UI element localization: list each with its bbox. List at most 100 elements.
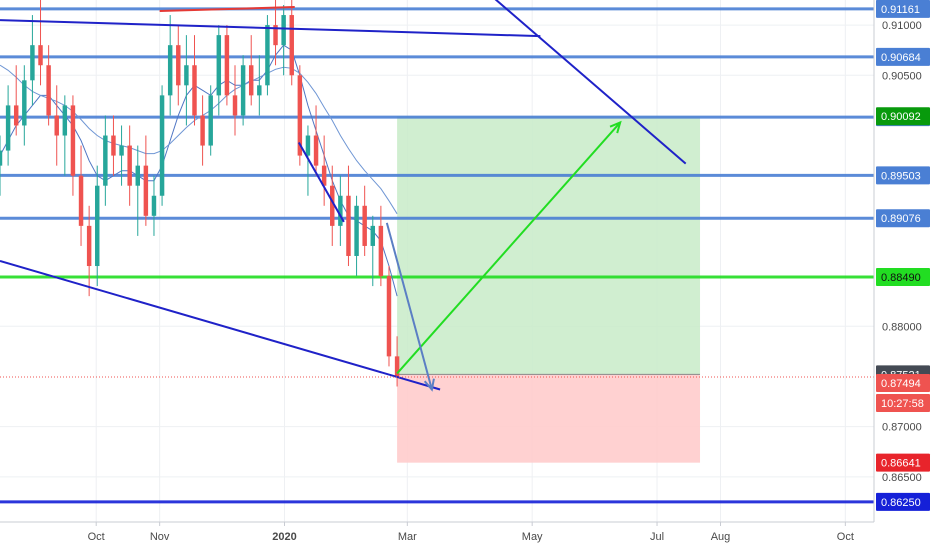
moving-average-fast [0,44,398,297]
trend-line[interactable] [0,260,441,391]
trend-line[interactable] [446,0,687,165]
candle-body [54,115,59,136]
trend-lines[interactable] [0,0,687,391]
countdown-badge[interactable]: 10:27:58 [881,398,924,410]
candle-body [297,75,303,156]
countdown-badge-background [876,394,930,413]
candle-body [192,65,197,116]
position-zones[interactable] [397,116,701,463]
current-price-badge-background [876,374,930,393]
candle-body [86,225,92,267]
current-price-badge[interactable]: 0.87494 [881,378,921,390]
candle-body [354,205,359,256]
price-level-badge-background [876,47,930,66]
price-level-badge[interactable]: 0.89503 [881,170,921,182]
candle-body [143,165,149,216]
candle-body [95,185,100,267]
time-tick-label: 2020 [272,531,296,543]
time-tick-label: May [522,531,543,543]
candle-body [370,225,376,246]
target-zone[interactable] [397,116,701,375]
time-tick-label: Aug [711,531,731,543]
projection-arrow[interactable] [385,222,433,390]
price-level-badge[interactable]: 0.91161 [881,4,920,16]
price-level-badge[interactable]: 0.90684 [881,52,921,64]
arrow-head [609,120,622,134]
candle-body [38,45,43,66]
candle-body [362,205,367,246]
candle-body [0,150,3,166]
candle-body [313,135,319,166]
price-level-badge[interactable]: 0.88490 [881,272,921,284]
candle-body [346,195,351,256]
price-tick-label: 0.86500 [882,472,922,484]
candle-body [135,165,140,186]
candle-body [111,135,116,156]
stop-zone[interactable] [397,374,701,463]
candle-body [70,105,76,176]
candle-body [127,145,132,186]
arrow-head [423,378,435,392]
price-tick-label: 0.88000 [882,321,922,333]
candle-body [216,35,222,96]
candle-body [257,85,262,96]
time-tick-label: Jul [650,531,664,543]
time-tick-label: Nov [150,531,170,543]
candlesticks [0,0,400,387]
candle-body [78,175,84,226]
price-tick-label: 0.91000 [882,20,922,32]
candle-body [103,135,108,186]
time-tick-label: Oct [88,531,105,543]
target-price-badge-background [876,107,930,126]
price-level-badge-background [876,0,930,18]
candle-body [248,65,254,96]
candle-body [30,45,35,81]
candle-body [321,165,327,186]
price-level-badge[interactable]: 0.86250 [881,497,921,509]
candle-body [184,65,189,86]
candle-body [273,25,278,46]
price-tick-label: 0.90500 [882,70,922,82]
price-axis[interactable]: 0.91000 0.90500 0.88000 0.87000 0.86500 0.911… [873,0,932,550]
trend-line[interactable] [159,6,295,13]
trend-line[interactable] [297,142,345,223]
candle-body [378,225,384,277]
candle-body [13,105,19,126]
candle-body [281,15,286,46]
time-axis[interactable]: Oct Nov 2020 Mar May Jul Aug Oct [0,521,874,543]
arrows[interactable] [385,120,622,392]
candle-body [232,95,238,116]
time-tick-label: Mar [398,531,417,543]
candle-body [289,15,294,76]
candle-body [151,195,157,216]
candle-body [240,65,246,116]
candle-body [394,356,400,378]
candle-body [46,65,51,116]
price-level-badge-background [876,209,930,228]
candle-body [167,45,173,96]
candle-body [208,95,213,146]
time-tick-label: Oct [837,531,854,543]
candle-body [224,35,230,96]
price-level-badge[interactable]: 0.89076 [881,213,921,225]
candle-body [305,135,311,156]
candle-body [22,80,27,126]
candle-body [200,115,205,146]
stop-price-badge-background [876,453,930,472]
candle-body [265,25,270,86]
target-arrow[interactable] [396,121,621,375]
moving-averages [0,44,398,297]
candle-body [5,105,11,151]
price-tick-label: 0.87000 [882,422,922,434]
candle-body [338,195,343,226]
trend-line[interactable] [0,19,541,38]
target-price-badge[interactable]: 0.90092 [881,111,921,123]
candle-body [386,276,392,357]
candle-body [159,95,165,196]
price-level-badge-background [876,268,930,287]
candle-body [62,105,68,136]
stop-price-badge[interactable]: 0.86641 [881,458,921,470]
candle-body [330,185,335,226]
candle-body [119,145,124,156]
